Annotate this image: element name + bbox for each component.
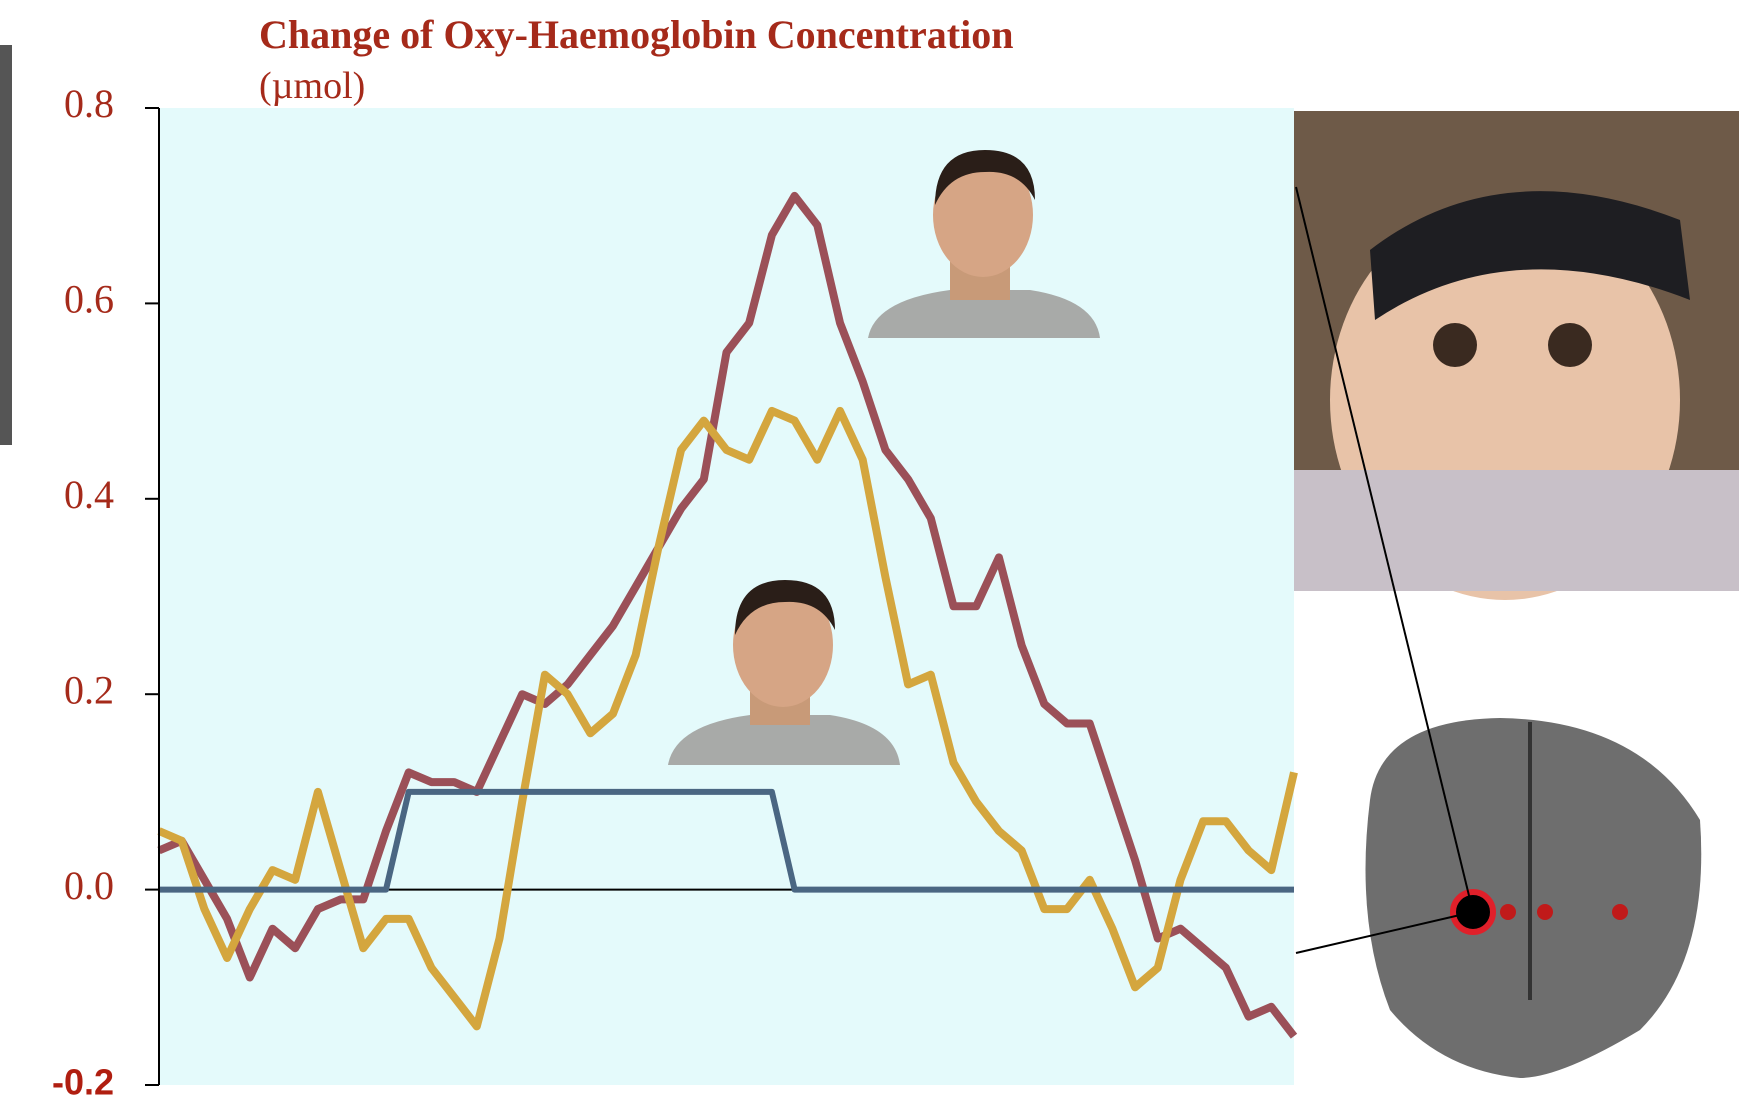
- face-bottom: [668, 580, 900, 765]
- infant-photo: [1294, 111, 1739, 600]
- y-tick-label: 0.2: [64, 667, 114, 712]
- series-line: [157, 406, 1298, 1031]
- plot-background: [159, 108, 1294, 1085]
- y-tick-label: 0.0: [64, 863, 114, 908]
- y-tick-label: 0.4: [64, 472, 114, 517]
- chart-subtitle: (µmol): [259, 65, 365, 107]
- y-tick-label: 0.8: [64, 81, 114, 126]
- side-bar: [0, 45, 12, 445]
- face-illustrations: [668, 150, 1100, 765]
- series-line: [159, 788, 1294, 893]
- brain-image: [1295, 186, 1702, 1078]
- chart-title: Change of Oxy-Haemoglobin Concentration: [259, 12, 1013, 57]
- y-tick-label: 0.6: [64, 277, 114, 322]
- face-top: [868, 150, 1100, 338]
- y-tick-label: -0.2: [52, 1062, 114, 1103]
